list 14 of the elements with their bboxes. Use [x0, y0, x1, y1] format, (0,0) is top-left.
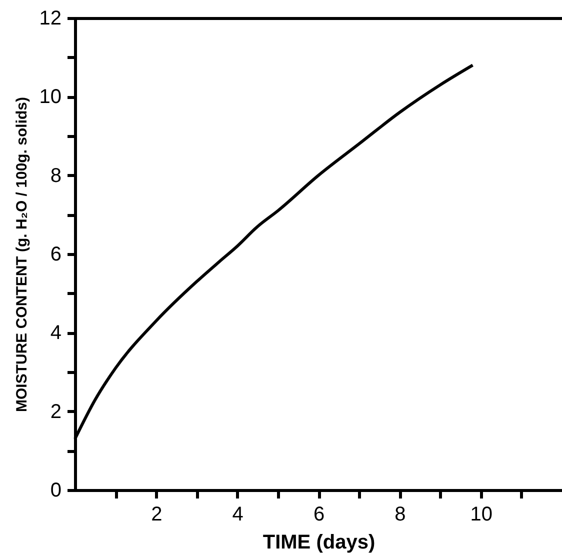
y-tick-label: 12: [39, 8, 62, 30]
x-tick-label: 4: [232, 504, 244, 526]
x-tick-label: 10: [470, 504, 492, 526]
x-tick-label: 2: [151, 504, 162, 526]
x-tick-label: 8: [394, 504, 406, 526]
x-tick-label: 6: [313, 504, 325, 526]
y-tick-label: 2: [50, 400, 62, 423]
y-tick-label: 8: [50, 164, 62, 187]
y-tick-label: 10: [39, 86, 62, 108]
y-axis-title: MOISTURE CONTENT (g. H₂O / 100g. solids): [13, 96, 30, 412]
y-tick-label: 4: [50, 322, 62, 344]
y-tick-label: 6: [50, 244, 62, 266]
y-tick-label: 0: [50, 480, 62, 502]
x-axis-title: TIME (days): [262, 532, 376, 553]
